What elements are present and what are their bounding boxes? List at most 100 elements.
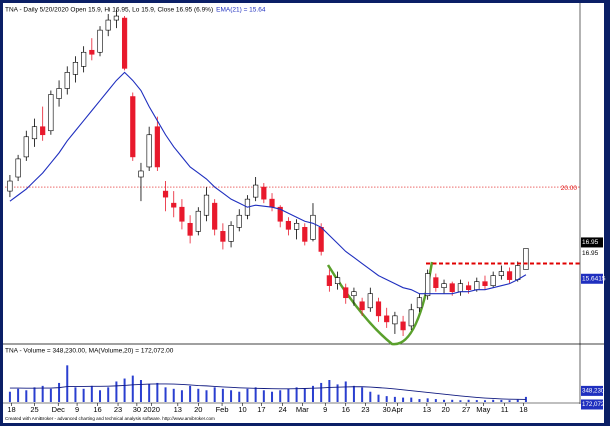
- close-tag: 16.95: [582, 250, 599, 257]
- candle-body: [490, 275, 496, 286]
- x-tick-label: Dec: [52, 405, 66, 414]
- candle-body: [220, 231, 226, 242]
- ema-tag: 15.6415: [582, 275, 606, 282]
- volume-bar: [336, 384, 339, 402]
- high-tag-box: [581, 237, 603, 248]
- volume-bar: [238, 391, 241, 402]
- volume-bar: [508, 400, 511, 402]
- candle-body: [449, 283, 455, 292]
- volume-bar: [131, 375, 134, 402]
- candle-body: [384, 315, 390, 323]
- volume-tag-box: [581, 399, 603, 410]
- candle-body: [113, 15, 119, 21]
- candle-body: [334, 277, 341, 284]
- x-tick-label: 9: [323, 405, 327, 414]
- volume-bar: [41, 385, 44, 402]
- volume-bar: [123, 378, 126, 402]
- volume-bar: [246, 388, 249, 402]
- volume-bar: [99, 390, 102, 402]
- candle-body: [367, 293, 373, 309]
- volume-bar: [254, 387, 257, 402]
- candle-body: [23, 136, 29, 158]
- candle-body: [130, 96, 136, 158]
- candle-body: [7, 180, 13, 192]
- level-label: 20.00: [561, 185, 578, 192]
- candle-body: [97, 29, 103, 53]
- candle-body: [310, 214, 316, 240]
- candle-body: [40, 126, 46, 136]
- volume-bar: [393, 396, 396, 402]
- candle-body: [56, 88, 62, 99]
- volume-bar: [107, 387, 110, 402]
- candle-body: [72, 62, 79, 75]
- volume-bar: [443, 399, 446, 402]
- volume-bar: [320, 382, 323, 402]
- volume-bar: [164, 387, 167, 402]
- volume-bar: [295, 387, 298, 402]
- volume-bar: [402, 397, 405, 402]
- volume-bar: [483, 400, 486, 402]
- x-tick-label: 11: [501, 405, 509, 414]
- candle-body: [195, 210, 201, 232]
- volume-bar: [189, 385, 192, 402]
- ema-tag-box: [581, 273, 603, 284]
- candle-body: [498, 271, 504, 276]
- candle-body: [187, 222, 193, 236]
- volume-bar: [475, 400, 478, 402]
- volume-bar: [148, 384, 151, 402]
- volume-bar: [82, 388, 85, 402]
- candle-body: [523, 248, 529, 270]
- volume-bar: [213, 387, 216, 402]
- x-tick-label: 2020: [143, 405, 160, 414]
- candle-body: [408, 309, 414, 327]
- candle-body: [228, 225, 234, 242]
- volume-tag: 348,230: [582, 388, 605, 395]
- volume-bar: [58, 382, 61, 402]
- volume-bar: [492, 399, 495, 402]
- volume-bar: [66, 365, 69, 402]
- candle-body: [171, 202, 177, 208]
- x-tick-label: 30: [383, 405, 391, 414]
- volume-ma-line: [9, 383, 526, 400]
- candle-body: [212, 202, 218, 230]
- candle-body: [400, 321, 406, 331]
- x-tick-label: 20: [194, 405, 202, 414]
- volume-bar: [352, 385, 355, 402]
- volume-bar: [279, 390, 282, 402]
- x-tick-label: Mar: [296, 405, 309, 414]
- volume-bar: [262, 390, 265, 402]
- candle-body: [416, 297, 423, 309]
- candle-body: [236, 214, 242, 228]
- volume-bar: [90, 385, 93, 402]
- volume-bar: [230, 390, 233, 402]
- x-tick-label: 13: [174, 405, 182, 414]
- x-tick-label: 23: [361, 405, 369, 414]
- footer: Created with AmiBroker - advanced charti…: [5, 416, 215, 421]
- candle-body: [146, 134, 152, 168]
- volume-bar: [221, 388, 224, 402]
- candle-body: [343, 287, 349, 299]
- volume-bar: [434, 399, 437, 402]
- candle-body: [48, 94, 54, 132]
- x-tick-label: 24: [278, 405, 286, 414]
- candle-body: [457, 283, 464, 292]
- candle-body: [506, 271, 513, 280]
- candle-body: [121, 17, 128, 69]
- candle-body: [326, 275, 332, 286]
- volume-bar: [303, 388, 306, 402]
- x-tick-label: 9: [75, 405, 79, 414]
- volume-bar: [25, 390, 28, 402]
- x-tick-label: 20: [441, 405, 449, 414]
- candle-body: [154, 126, 160, 168]
- volume-bar: [451, 399, 454, 402]
- x-tick-label: May: [476, 405, 490, 414]
- volume-bar: [385, 396, 388, 402]
- candle-body: [89, 49, 95, 55]
- ema-line: [9, 71, 527, 295]
- candle-body: [162, 190, 169, 198]
- volume-bar: [197, 388, 200, 402]
- candle-body: [293, 222, 300, 230]
- candle-body: [269, 198, 275, 208]
- volume-bar: [311, 385, 314, 402]
- x-tick-label: 13: [423, 405, 431, 414]
